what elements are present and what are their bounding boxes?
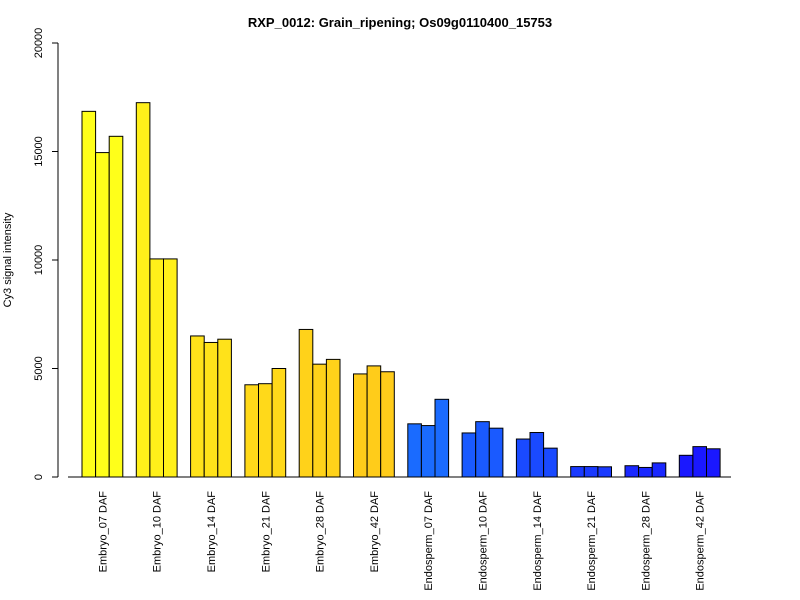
y-tick-label: 0 (33, 474, 45, 480)
bar (244, 384, 259, 478)
bar (312, 363, 327, 478)
bar (651, 462, 667, 478)
bar (325, 358, 341, 478)
bar (488, 427, 504, 478)
bar (190, 335, 205, 478)
bar (692, 446, 708, 478)
bar (298, 328, 314, 478)
bar (420, 425, 436, 478)
bar (366, 365, 382, 478)
x-tick-label: Endosperm_10 DAF (478, 491, 490, 591)
bar (543, 447, 558, 478)
x-tick-label: Embryo_21 DAF (260, 491, 272, 573)
chart-title: RXP_0012: Grain_ripening; Os09g0110400_1… (248, 15, 552, 30)
x-tick-label: Embryo_14 DAF (206, 491, 218, 573)
bar (570, 466, 585, 478)
bar (271, 368, 287, 478)
x-tick-label: Embryo_28 DAF (315, 491, 327, 573)
bar (258, 383, 273, 478)
x-tick-label: Endosperm_28 DAF (640, 491, 652, 591)
bar (706, 448, 721, 478)
y-tick-label: 15000 (33, 136, 45, 167)
bar (583, 466, 599, 478)
y-tick-label: 20000 (33, 28, 45, 59)
bar (434, 398, 450, 478)
bar (515, 438, 531, 478)
x-tick-label: Endosperm_42 DAF (695, 491, 707, 591)
bar (95, 152, 110, 478)
bar (529, 432, 545, 478)
bar (638, 466, 653, 478)
bar (475, 421, 490, 478)
x-tick-labels: Embryo_07 DAF Embryo_10 DAF Embryo_14 DAF E… (97, 491, 706, 591)
bar (597, 466, 613, 478)
bar (135, 102, 151, 478)
bar (81, 110, 97, 478)
bar (624, 465, 640, 478)
bar (407, 423, 422, 478)
bar (163, 258, 178, 478)
y-tick-label: 5000 (33, 356, 45, 380)
bar (678, 454, 694, 478)
x-tick-label: Embryo_10 DAF (152, 491, 164, 573)
y-tick-label: 10000 (33, 245, 45, 276)
bars (81, 102, 721, 478)
x-tick-label: Embryo_07 DAF (97, 491, 109, 573)
bar (217, 338, 232, 478)
bar (380, 371, 395, 478)
bar (461, 432, 477, 478)
bar (149, 258, 164, 478)
bar (203, 341, 219, 478)
x-tick-label: Endosperm_14 DAF (532, 491, 544, 591)
bar (353, 373, 368, 478)
x-tick-label: Embryo_42 DAF (369, 491, 381, 573)
y-ticks: 0 5000 10000 15000 20000 (33, 28, 58, 480)
bar (108, 135, 124, 478)
x-tick-label: Endosperm_21 DAF (586, 491, 598, 591)
x-tick-label: Endosperm_07 DAF (423, 491, 435, 591)
y-axis-label: Cy3 signal intensity (2, 212, 14, 307)
